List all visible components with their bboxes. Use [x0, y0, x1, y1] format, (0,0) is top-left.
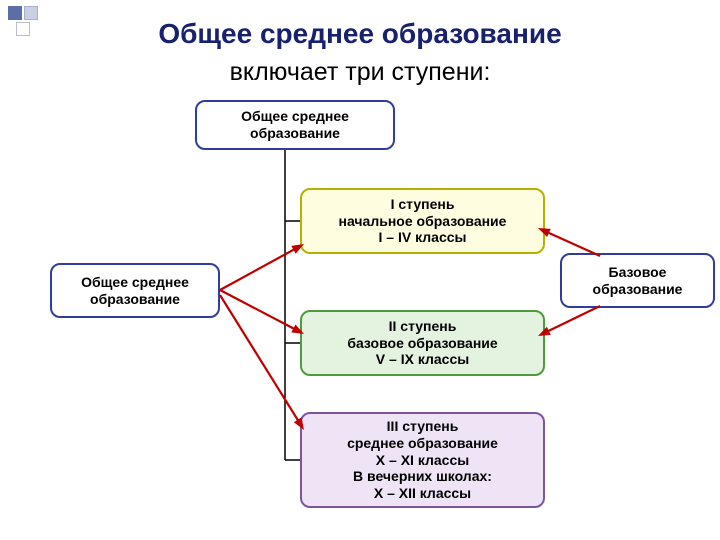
node-line: II ступень [389, 318, 457, 335]
node-stage2: II ступеньбазовое образованиеV – IX клас… [300, 310, 545, 376]
subtitle: включает три ступени: [0, 58, 720, 87]
node-line: Общее среднее [81, 274, 189, 291]
node-line: среднее образование [347, 435, 498, 452]
title-part1: Общее среднее [158, 18, 374, 49]
page-title: Общее среднее образование [0, 18, 720, 50]
node-line: образование [90, 291, 180, 308]
node-line: Базовое [609, 264, 667, 281]
node-line: X – XI классы [376, 452, 469, 469]
node-line: образование [250, 125, 340, 142]
node-line: I – IV классы [379, 229, 467, 246]
node-line: образование [593, 281, 683, 298]
node-right: Базовоеобразование [560, 253, 715, 308]
node-line: V – IX классы [376, 351, 469, 368]
node-line: базовое образование [347, 335, 497, 352]
node-stage1: I ступеньначальное образованиеI – IV кла… [300, 188, 545, 254]
node-stage3: III ступеньсреднее образованиеX – XI кла… [300, 412, 545, 508]
node-left: Общее среднееобразование [50, 263, 220, 318]
title-part2: образование [374, 18, 562, 49]
node-line: I ступень [391, 196, 455, 213]
node-line: начальное образование [339, 213, 507, 230]
node-line: Общее среднее [241, 108, 349, 125]
node-line: III ступень [387, 418, 459, 435]
node-line: В вечерних школах: [353, 468, 492, 485]
node-line: X – XII классы [374, 485, 471, 502]
node-top: Общее среднееобразование [195, 100, 395, 150]
